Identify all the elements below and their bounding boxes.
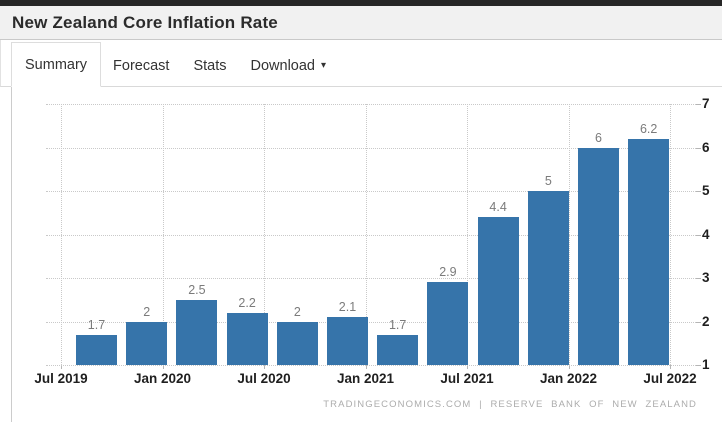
caret-down-icon: ▾ [321,60,327,71]
x-axis-tick [467,365,468,369]
x-axis-label: Jul 2022 [643,371,697,386]
x-axis-label: Jan 2020 [133,371,192,386]
y-axis-label: 4 [702,226,710,242]
gridline-y [46,147,696,149]
y-axis-label: 1 [702,357,710,372]
y-axis-tick [696,147,701,149]
bar-value-label: 4.4 [489,200,507,215]
gridline-y [46,321,696,323]
gridline-x [365,104,367,365]
gridline-x [670,104,671,365]
gridline-x [61,104,62,365]
gridline-y [46,234,696,236]
gridline-y [46,104,696,105]
bar-value-label: 6 [595,130,602,145]
y-axis-label: 2 [702,313,710,329]
tab-stats[interactable]: Stats [181,45,238,87]
bar-value-label: 5 [544,174,552,188]
x-axis-label: Jul 2021 [440,371,494,386]
x-axis-tick [61,365,62,369]
x-axis-tick [365,365,367,369]
bar-value-label: 6.2 [639,121,658,136]
x-axis-tick [568,365,570,369]
tab-forecast-label: Forecast [113,58,170,74]
bar[interactable] [126,321,168,365]
gridline-x [467,104,468,365]
y-axis-label: 3 [702,270,710,285]
x-axis-tick [162,365,164,369]
x-axis-label: Jul 2020 [237,371,291,386]
y-axis-tick [696,365,701,366]
bar[interactable] [176,299,218,365]
gridline-y [46,191,696,192]
bar-value-label: 2.9 [439,265,457,280]
bar[interactable] [377,334,419,365]
bar[interactable] [427,282,469,365]
x-axis-label: Jan 2022 [539,371,598,386]
gridline-y [46,278,696,279]
x-axis-tick [670,365,671,369]
y-axis-tick [696,321,701,323]
page-title: New Zealand Core Inflation Rate [12,12,278,32]
top-black-bar [0,0,722,6]
bar[interactable] [477,217,519,365]
bar-value-label: 1.7 [87,317,106,332]
tab-bar: Summary Forecast Stats Download ▾ [0,40,722,87]
bar[interactable] [76,334,117,365]
y-axis-label: 6 [702,139,710,155]
bar-value-label: 2 [143,304,151,319]
bar-value-label: 2.2 [238,295,256,310]
bar-value-label: 1.7 [388,317,407,332]
gridline-y [46,365,696,366]
chart-attribution: TRADINGECONOMICS.COM | RESERVE BANK OF N… [323,399,697,410]
x-axis-tick [264,365,265,369]
x-axis-label: Jul 2019 [34,371,88,386]
bar-value-label: 2.1 [338,300,357,315]
y-axis-tick [696,234,701,236]
x-axis-label: Jan 2021 [336,371,395,386]
gridline-x [568,104,570,365]
tab-stats-label: Stats [193,58,227,74]
bar[interactable] [628,138,670,365]
bar[interactable] [527,191,569,365]
y-axis-tick [696,278,701,279]
bar[interactable] [578,147,619,365]
chart-panel: 1 2 3 4 5 6 7 Jul 2019 Jan 2020 Jul 2020 Jan 2021 J… [11,87,722,422]
bar[interactable] [276,321,318,365]
y-axis-tick [696,191,701,192]
y-axis-label: 5 [702,183,710,198]
bar-value-label: 2 [293,304,301,319]
tab-summary-label: Summary [25,56,88,73]
gridline-x [162,104,164,365]
tab-summary[interactable]: Summary [11,42,102,87]
gridline-x [264,104,265,365]
page-header: New Zealand Core Inflation Rate [0,6,722,40]
y-axis-label: 7 [702,96,710,111]
tab-download[interactable]: Download ▾ [239,45,339,87]
bar[interactable] [226,312,268,365]
y-axis-tick [696,104,701,105]
tab-forecast[interactable]: Forecast [101,45,181,87]
tab-download-label: Download [250,58,316,74]
bar-value-label: 2.5 [188,282,206,297]
bar[interactable] [327,317,368,365]
